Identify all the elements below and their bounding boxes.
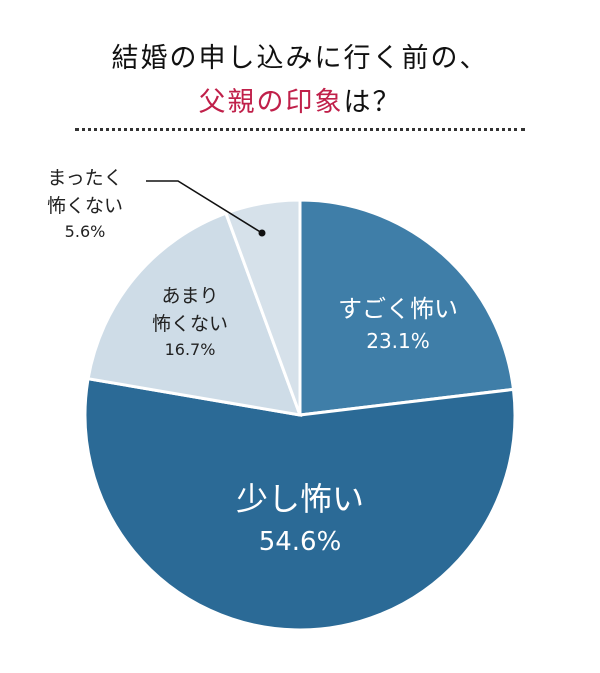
slice-value: 16.7% <box>164 340 216 360</box>
slice-name: 少し怖い <box>235 480 364 518</box>
title-highlight: 父親の印象 <box>198 87 344 118</box>
slice-label-sukoshi: 少し怖い 54.6% <box>210 475 390 562</box>
dotted-divider <box>75 128 525 131</box>
slice-name: まったく <box>47 167 123 189</box>
slice-label-sugoku: すごく怖い 23.1% <box>318 292 478 356</box>
slice-value: 5.6% <box>64 222 106 242</box>
pie-slice <box>298 198 516 417</box>
pie-slice <box>86 211 303 417</box>
slice-name: 怖くない <box>46 194 123 217</box>
pie-slice <box>83 376 517 632</box>
slice-label-mattaku: まったく 怖くない 5.6% <box>25 165 145 243</box>
slice-value: 54.6% <box>258 527 342 557</box>
title-rest: は？ <box>343 87 402 118</box>
slice-label-amari: あまり 怖くない 16.7% <box>130 283 250 361</box>
slice-name: 怖くない <box>151 312 228 335</box>
leader-dot <box>258 229 266 237</box>
chart-title-line1: 結婚の申し込みに行く前の、 <box>111 43 489 74</box>
slice-name: すごく怖い <box>338 295 458 323</box>
chart-title-line2: 父親の印象は？ <box>0 80 600 119</box>
slice-name: あまり <box>161 285 219 307</box>
pie-slice <box>223 198 302 416</box>
leader-line <box>146 180 263 234</box>
slice-value: 23.1% <box>366 328 430 353</box>
